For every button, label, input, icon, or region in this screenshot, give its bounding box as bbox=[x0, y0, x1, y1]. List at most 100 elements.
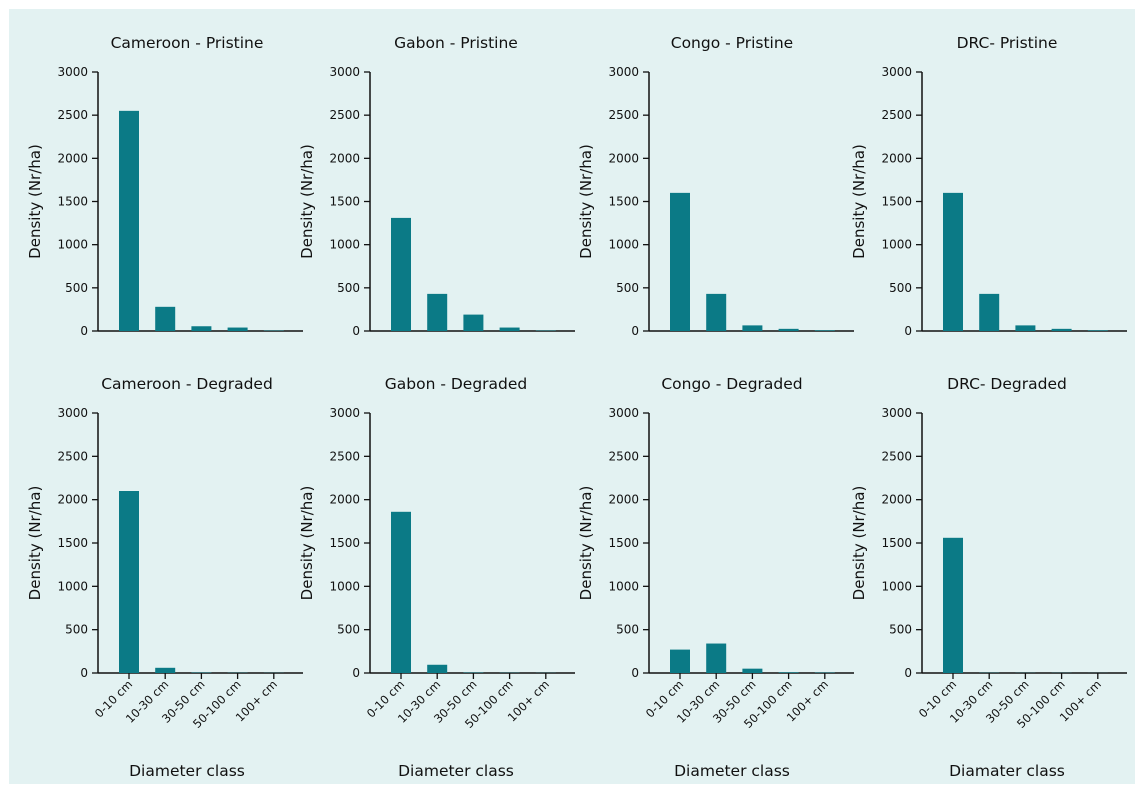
chart-grid: Cameroon - Pristine 0 500 1000 1500 2000 2500 3… bbox=[9, 9, 1135, 784]
y-tick-label: 1000 bbox=[881, 238, 912, 252]
y-tick-label: 2000 bbox=[608, 151, 639, 165]
subplot-6: Congo - Degraded 0 500 1000 1500 2000 2500 3000… bbox=[577, 375, 854, 780]
bar-30-50-cm bbox=[1015, 325, 1035, 331]
bar-0-10-cm bbox=[670, 193, 690, 331]
y-axis-label: Density (Nr/ha) bbox=[26, 144, 44, 259]
bar-0-10-cm bbox=[943, 193, 963, 331]
bar-10-30-cm bbox=[979, 294, 999, 331]
y-tick-label: 0 bbox=[904, 324, 912, 338]
bar-50-100-cm bbox=[1052, 329, 1072, 331]
subplot-title: Gabon - Degraded bbox=[385, 375, 528, 393]
bar-50-100-cm bbox=[500, 328, 520, 331]
y-tick-label: 2500 bbox=[57, 449, 88, 463]
y-tick-label: 1500 bbox=[881, 536, 912, 550]
y-axis-label: Density (Nr/ha) bbox=[850, 486, 868, 601]
y-tick-label: 2000 bbox=[57, 151, 88, 165]
y-tick-label: 500 bbox=[616, 623, 639, 637]
x-axis-label: Diameter class bbox=[398, 762, 514, 780]
subplot-title: Gabon - Pristine bbox=[394, 34, 518, 52]
y-tick-label: 500 bbox=[65, 281, 88, 295]
bar-0-10-cm bbox=[391, 218, 411, 331]
y-tick-label: 0 bbox=[80, 324, 88, 338]
y-tick-label: 1000 bbox=[329, 579, 360, 593]
bar-10-30-cm bbox=[155, 668, 175, 673]
x-axis-label: Diameter class bbox=[674, 762, 790, 780]
bar-0-10-cm bbox=[119, 491, 139, 673]
y-tick-label: 2000 bbox=[329, 493, 360, 507]
subplot-title: Congo - Degraded bbox=[661, 375, 802, 393]
y-tick-label: 2500 bbox=[881, 108, 912, 122]
subplot-7: DRC- Degraded050010001500200025003000Den… bbox=[850, 375, 1127, 780]
y-tick-label: 500 bbox=[889, 623, 912, 637]
y-tick-label: 2000 bbox=[57, 493, 88, 507]
subplot-5: Gabon - Degraded050010001500200025003000… bbox=[298, 375, 575, 780]
y-axis-label: Density (Nr/ha) bbox=[577, 144, 595, 259]
y-tick-label: 500 bbox=[337, 623, 360, 637]
y-tick-label: 3000 bbox=[329, 65, 360, 79]
bar-100-cm bbox=[1088, 330, 1108, 331]
x-axis-label: Diameter class bbox=[129, 762, 245, 780]
y-tick-label: 1500 bbox=[608, 536, 639, 550]
y-tick-label: 2000 bbox=[329, 151, 360, 165]
y-tick-label: 3000 bbox=[329, 406, 360, 420]
y-tick-label: 0 bbox=[904, 666, 912, 680]
y-tick-label: 0 bbox=[80, 666, 88, 680]
y-tick-label: 1000 bbox=[57, 238, 88, 252]
y-tick-label: 3000 bbox=[608, 406, 639, 420]
y-tick-label: 2000 bbox=[608, 493, 639, 507]
y-tick-label: 0 bbox=[631, 324, 639, 338]
y-axis-label: Density (Nr/ha) bbox=[298, 144, 316, 259]
bar-10-30-cm bbox=[427, 294, 447, 331]
y-tick-label: 3000 bbox=[57, 65, 88, 79]
y-tick-label: 1500 bbox=[329, 195, 360, 209]
y-axis-label: Density (Nr/ha) bbox=[850, 144, 868, 259]
y-tick-label: 1500 bbox=[57, 195, 88, 209]
subplot-title: Congo - Pristine bbox=[671, 34, 793, 52]
bar-50-100-cm bbox=[779, 329, 799, 331]
y-tick-label: 2500 bbox=[608, 108, 639, 122]
x-axis-label: Diamater class bbox=[949, 762, 1065, 780]
y-axis-label: Density (Nr/ha) bbox=[577, 486, 595, 601]
subplot-1: Gabon - Pristine050010001500200025003000… bbox=[298, 34, 575, 338]
y-tick-label: 2000 bbox=[881, 493, 912, 507]
subplot-0: Cameroon - Pristine 0 500 1000 1500 2000 2500 3… bbox=[26, 34, 303, 338]
y-tick-label: 2500 bbox=[608, 449, 639, 463]
y-tick-label: 3000 bbox=[881, 406, 912, 420]
bar-10-30-cm bbox=[706, 644, 726, 673]
subplot-title: DRC- Degraded bbox=[947, 375, 1067, 393]
y-tick-label: 2500 bbox=[329, 449, 360, 463]
subplot-4: Cameroon - Degraded050010001500200025003… bbox=[26, 375, 303, 780]
subplot-title: DRC- Pristine bbox=[957, 34, 1058, 52]
y-tick-label: 3000 bbox=[608, 65, 639, 79]
y-tick-label: 1500 bbox=[881, 195, 912, 209]
y-tick-label: 1000 bbox=[329, 238, 360, 252]
y-tick-label: 0 bbox=[352, 324, 360, 338]
y-tick-label: 2500 bbox=[881, 449, 912, 463]
bar-0-10-cm bbox=[119, 111, 139, 331]
bar-30-50-cm bbox=[742, 669, 762, 673]
bar-0-10-cm bbox=[391, 512, 411, 673]
subplot-2: Congo - Pristine050010001500200025003000… bbox=[577, 34, 854, 338]
bar-0-10-cm bbox=[943, 538, 963, 673]
y-tick-label: 1000 bbox=[608, 238, 639, 252]
y-tick-label: 1000 bbox=[57, 579, 88, 593]
y-tick-label: 0 bbox=[631, 666, 639, 680]
y-tick-label: 2500 bbox=[57, 108, 88, 122]
y-tick-label: 1500 bbox=[608, 195, 639, 209]
y-axis-label: Density (Nr/ha) bbox=[298, 486, 316, 601]
y-tick-label: 500 bbox=[889, 281, 912, 295]
y-tick-label: 500 bbox=[65, 623, 88, 637]
y-tick-label: 1500 bbox=[329, 536, 360, 550]
y-tick-label: 500 bbox=[337, 281, 360, 295]
y-tick-label: 2000 bbox=[881, 151, 912, 165]
y-tick-label: 3000 bbox=[57, 406, 88, 420]
figure-panel: Cameroon - Pristine 0 500 1000 1500 2000 2500 3… bbox=[9, 9, 1135, 784]
y-tick-label: 1000 bbox=[608, 579, 639, 593]
bar-30-50-cm bbox=[191, 326, 211, 331]
bar-30-50-cm bbox=[742, 325, 762, 331]
subplot-title: Cameroon - Pristine bbox=[111, 34, 264, 52]
bar-10-30-cm bbox=[155, 307, 175, 331]
subplot-3: DRC- Pristine050010001500200025003000Den… bbox=[850, 34, 1127, 338]
y-axis-label: Density (Nr/ha) bbox=[26, 486, 44, 601]
bar-100-cm bbox=[815, 330, 835, 331]
